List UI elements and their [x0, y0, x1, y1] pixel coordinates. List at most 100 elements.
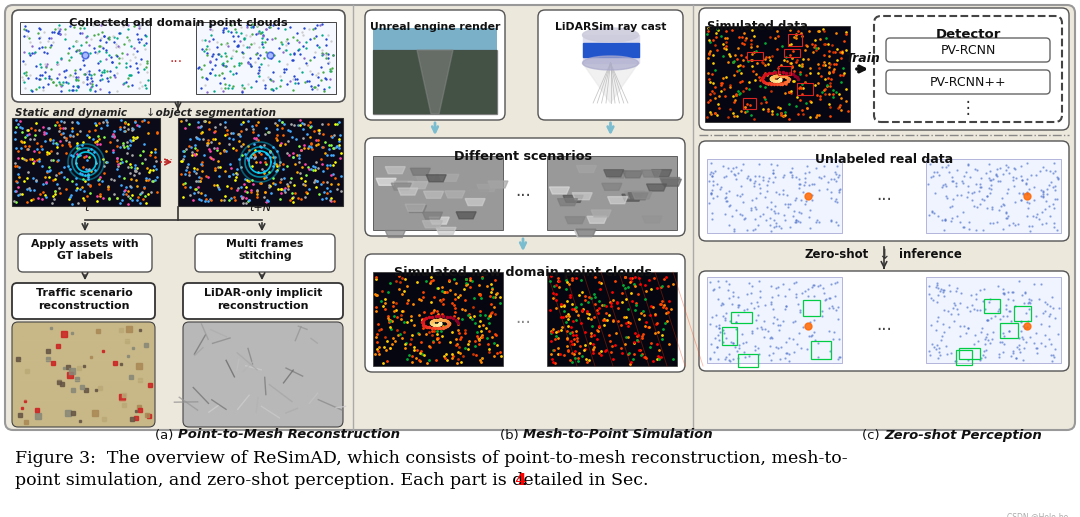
- Polygon shape: [417, 50, 453, 114]
- Bar: [373, 272, 503, 366]
- Polygon shape: [582, 35, 638, 63]
- FancyBboxPatch shape: [886, 70, 1050, 94]
- Polygon shape: [647, 184, 666, 191]
- Bar: [738, 354, 758, 367]
- Bar: [926, 159, 1061, 233]
- Text: 4: 4: [514, 472, 527, 489]
- FancyBboxPatch shape: [365, 254, 685, 372]
- FancyBboxPatch shape: [183, 283, 343, 319]
- Polygon shape: [422, 221, 443, 228]
- Polygon shape: [465, 199, 485, 206]
- Text: (b): (b): [500, 429, 523, 442]
- Polygon shape: [602, 184, 622, 190]
- Polygon shape: [469, 190, 488, 197]
- Text: Apply assets with: Apply assets with: [31, 239, 139, 249]
- Bar: [373, 156, 503, 230]
- Polygon shape: [588, 216, 607, 223]
- Polygon shape: [376, 178, 396, 185]
- Text: Train: Train: [846, 53, 880, 66]
- Bar: [926, 277, 1061, 363]
- Text: ...: ...: [170, 51, 183, 65]
- FancyBboxPatch shape: [886, 38, 1050, 62]
- Bar: [546, 156, 677, 230]
- Polygon shape: [456, 212, 476, 219]
- Polygon shape: [423, 191, 444, 198]
- Polygon shape: [582, 56, 638, 70]
- FancyBboxPatch shape: [699, 271, 1069, 371]
- Bar: [1014, 306, 1031, 321]
- Text: ...: ...: [163, 152, 174, 162]
- Polygon shape: [557, 199, 578, 206]
- Polygon shape: [660, 177, 679, 185]
- Text: (c): (c): [862, 429, 885, 442]
- Bar: [373, 28, 497, 114]
- Bar: [959, 348, 980, 359]
- Text: Simulated data: Simulated data: [707, 20, 808, 33]
- Bar: [705, 26, 850, 122]
- Bar: [784, 49, 799, 57]
- Polygon shape: [577, 165, 596, 173]
- Polygon shape: [623, 171, 643, 178]
- Text: PV-RCNN++: PV-RCNN++: [930, 75, 1007, 88]
- FancyBboxPatch shape: [365, 138, 685, 236]
- Text: reconstruction: reconstruction: [217, 301, 309, 311]
- Text: inference: inference: [899, 249, 962, 262]
- Polygon shape: [606, 171, 626, 178]
- Text: Detector: Detector: [935, 28, 1001, 41]
- Polygon shape: [394, 181, 414, 188]
- Polygon shape: [438, 174, 459, 181]
- Text: PV-RCNN: PV-RCNN: [941, 43, 996, 56]
- Polygon shape: [582, 63, 638, 103]
- Bar: [778, 66, 792, 75]
- Bar: [731, 312, 752, 323]
- Text: Multi frames: Multi frames: [227, 239, 303, 249]
- Text: ...: ...: [876, 316, 892, 334]
- Text: Unlabeled real data: Unlabeled real data: [815, 153, 953, 166]
- Polygon shape: [406, 205, 427, 212]
- Bar: [178, 118, 343, 206]
- Bar: [811, 341, 831, 359]
- Polygon shape: [408, 181, 428, 189]
- FancyBboxPatch shape: [699, 141, 1069, 241]
- Polygon shape: [445, 191, 464, 198]
- FancyBboxPatch shape: [195, 234, 335, 272]
- Polygon shape: [629, 193, 648, 200]
- Text: LiDARSim ray cast: LiDARSim ray cast: [555, 22, 666, 32]
- Text: Collected old domain point clouds: Collected old domain point clouds: [69, 18, 287, 28]
- Polygon shape: [608, 196, 627, 204]
- Text: point simulation, and zero-shot perception. Each part is detailed in Sec.: point simulation, and zero-shot percepti…: [15, 472, 654, 489]
- Polygon shape: [563, 195, 583, 202]
- Polygon shape: [651, 170, 672, 177]
- Text: Traffic scenario: Traffic scenario: [36, 288, 133, 298]
- Text: ...: ...: [515, 182, 531, 200]
- Polygon shape: [386, 231, 405, 237]
- Text: (a): (a): [156, 429, 178, 442]
- Text: ⋮: ⋮: [960, 99, 976, 117]
- Bar: [984, 299, 1000, 313]
- FancyBboxPatch shape: [874, 16, 1062, 122]
- Polygon shape: [572, 193, 592, 200]
- Polygon shape: [643, 216, 662, 223]
- Text: Zero-shot: Zero-shot: [805, 249, 869, 262]
- Polygon shape: [661, 179, 681, 186]
- Polygon shape: [386, 166, 405, 174]
- Bar: [12, 118, 160, 206]
- Polygon shape: [422, 212, 443, 219]
- Polygon shape: [622, 194, 642, 201]
- Polygon shape: [373, 50, 497, 114]
- Polygon shape: [410, 168, 430, 175]
- Polygon shape: [416, 174, 435, 181]
- FancyBboxPatch shape: [183, 322, 343, 427]
- Polygon shape: [576, 229, 596, 236]
- FancyBboxPatch shape: [18, 234, 152, 272]
- Text: ↓: ↓: [878, 248, 890, 262]
- Bar: [373, 28, 497, 50]
- Text: ​Zero-shot Perception: ​Zero-shot Perception: [885, 429, 1042, 442]
- Bar: [804, 300, 820, 316]
- FancyBboxPatch shape: [12, 322, 156, 427]
- Text: ​Mesh-to-Point Simulation: ​Mesh-to-Point Simulation: [523, 429, 713, 442]
- Bar: [1000, 323, 1018, 338]
- Polygon shape: [488, 181, 508, 188]
- Text: Different scenarios: Different scenarios: [454, 150, 592, 163]
- Polygon shape: [642, 170, 661, 177]
